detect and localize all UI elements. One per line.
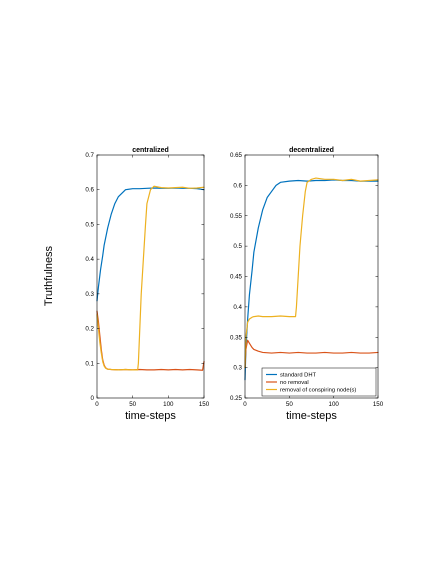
y-tick-label: 0.4 xyxy=(85,256,94,263)
x-tick-label: 100 xyxy=(329,401,340,408)
y-tick-label: 0.5 xyxy=(85,221,94,228)
y-tick-label: 0.5 xyxy=(233,243,242,250)
axes-frame xyxy=(244,154,379,399)
series-line-no-removal xyxy=(244,339,379,369)
legend-box xyxy=(261,367,377,397)
legend-entry-no-removal: no removal xyxy=(280,380,309,386)
y-tick-label: 0.35 xyxy=(230,334,243,341)
series-line-standard-dht xyxy=(244,179,379,381)
y-tick-label: 0.6 xyxy=(85,187,94,194)
series-line-no-removal xyxy=(96,310,205,371)
y-tick-label: 0 xyxy=(91,395,95,402)
y-tick-label: 0.3 xyxy=(85,291,94,298)
panel-decentralized: 0 50 100 150 0.25 0.3 0.35 0.4 0.45 0.5 0.55 0.6 0.6… xyxy=(230,147,384,422)
y-tick-label: 0.4 xyxy=(233,304,242,311)
axes-frame xyxy=(96,154,205,399)
y-tick-label: 0.1 xyxy=(85,360,94,367)
x-tick-label: 150 xyxy=(373,401,384,408)
figure-ylabel: Truthfulness xyxy=(43,245,55,306)
panel-title: centralized xyxy=(132,147,169,154)
x-tick-label: 100 xyxy=(163,401,174,408)
x-tick-label: 50 xyxy=(129,401,136,408)
x-tick-label: 0 xyxy=(95,401,99,408)
y-tick-label: 0.45 xyxy=(230,274,243,281)
y-tick-label: 0.2 xyxy=(85,326,94,333)
x-tick-label: 0 xyxy=(243,401,247,408)
series-line-standard-dht xyxy=(96,187,205,302)
legend-entry-removal-of-conspiring-node-s: removal of conspiring node(s) xyxy=(280,388,356,394)
panel-title: decentralized xyxy=(289,147,334,154)
y-tick-label: 0.25 xyxy=(230,395,243,402)
x-tick-label: 50 xyxy=(286,401,293,408)
x-tick-label: 150 xyxy=(199,401,210,408)
legend-entry-standard-dht: standard DHT xyxy=(280,373,317,379)
panel-centralized: 0 50 100 150 0 0.1 0.2 0.3 0.4 0.5 0.6 0.7 centraliz… xyxy=(85,147,209,422)
series-line-removal-of-conspiring-node-s xyxy=(96,185,205,371)
x-axis-label: time-steps xyxy=(125,410,176,422)
x-axis-label: time-steps xyxy=(286,410,337,422)
y-tick-label: 0.65 xyxy=(230,152,243,159)
y-tick-label: 0.7 xyxy=(85,152,94,159)
y-tick-label: 0.6 xyxy=(233,182,242,189)
y-tick-label: 0.3 xyxy=(233,365,242,372)
y-tick-label: 0.55 xyxy=(230,213,243,220)
series-line-removal-of-conspiring-node-s xyxy=(244,177,379,369)
